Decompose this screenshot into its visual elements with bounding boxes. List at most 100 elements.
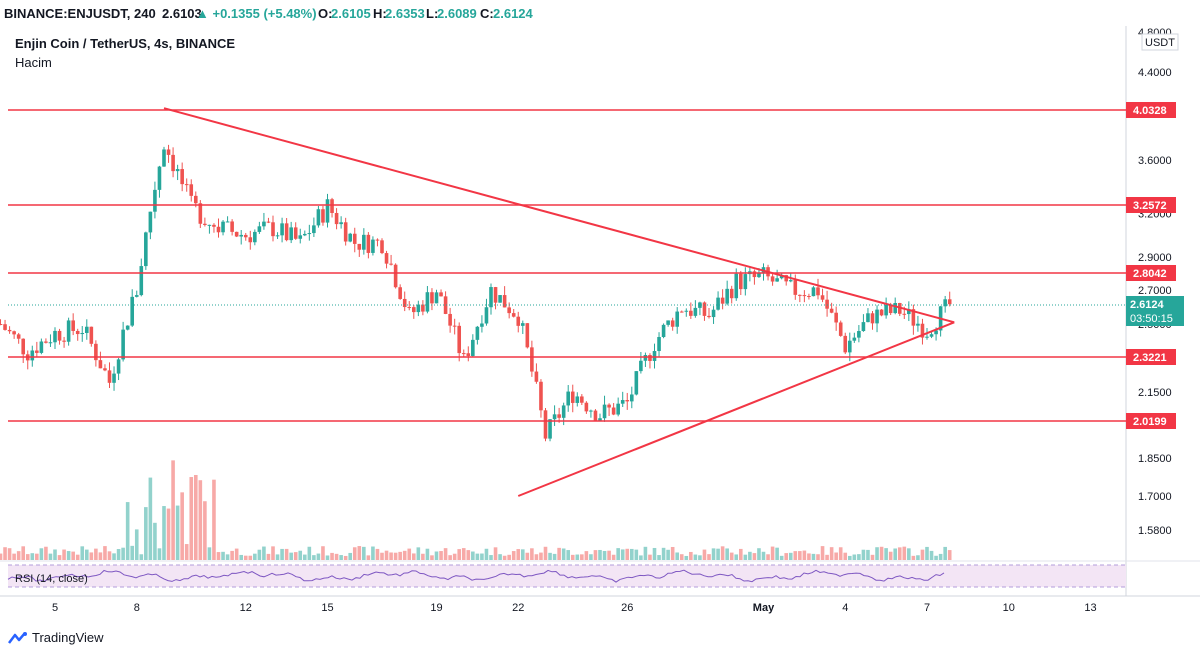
candle-body-148 (670, 320, 675, 327)
volume-bar-16 (71, 551, 75, 560)
volume-bar-10 (44, 546, 48, 560)
candle-body-69 (312, 225, 316, 234)
volume-bar-79 (357, 546, 362, 560)
volume-bar-4 (16, 551, 21, 560)
candle-body-46 (207, 224, 212, 226)
volume-bar-64 (289, 552, 293, 560)
volume-bar-120 (543, 546, 548, 560)
volume-bar-140 (634, 549, 639, 560)
volume-bar-189 (857, 554, 861, 560)
candle-body-132 (598, 418, 602, 421)
volume-bar-126 (570, 554, 575, 560)
volume-bar-179 (811, 553, 816, 560)
volume-bar-84 (380, 552, 384, 560)
volume-bar-203 (920, 549, 925, 560)
volume-bar-129 (584, 551, 589, 560)
candle-body-143 (648, 355, 652, 361)
volume-bar-91 (411, 553, 416, 560)
volume-bar-43 (193, 474, 198, 560)
time-axis-ticks: 5 8 12 15 19 22 26 May 4 7 10 13 (52, 602, 1097, 614)
candle-body-167 (757, 273, 761, 278)
volume-bar-152 (689, 551, 693, 560)
candle-body-116 (525, 323, 530, 348)
volume-bar-144 (652, 547, 657, 560)
candle-body-78 (352, 233, 357, 244)
candle-body-45 (203, 223, 207, 225)
candle-body-124 (561, 405, 566, 418)
currency-box[interactable] (1141, 33, 1179, 51)
volume-bar-127 (575, 554, 580, 560)
tradingview-brand[interactable]: TradingView (32, 630, 104, 645)
volume-bar-65 (293, 552, 298, 560)
candle-body-37 (166, 149, 171, 155)
candle-body-107 (484, 307, 489, 324)
candle-body-174 (788, 280, 793, 282)
candle-body-91 (411, 307, 416, 313)
candle-body-88 (398, 287, 402, 299)
candle-body-175 (793, 280, 798, 295)
price-tick-1: 4.4000 (1138, 67, 1172, 79)
candle-body-67 (302, 233, 307, 236)
candle-body-56 (253, 231, 257, 243)
candle-body-178 (807, 295, 811, 297)
level-label-2: 2.8042 (1133, 268, 1167, 280)
candle-body-98 (443, 296, 448, 314)
triangle-lower-line[interactable] (517, 321, 955, 497)
volume-bar-95 (430, 555, 434, 560)
volume-bar-180 (816, 554, 820, 560)
volume-bar-199 (902, 546, 907, 560)
candle-body-151 (684, 310, 689, 312)
volume-bar-158 (716, 548, 720, 560)
price-tick-8: 1.8500 (1138, 453, 1172, 465)
volume-bar-113 (511, 551, 516, 560)
time-tick-7: May (753, 602, 775, 614)
price-tick-10: 1.5800 (1138, 525, 1172, 537)
volume-bar-206 (934, 555, 938, 560)
volume-bar-131 (593, 550, 598, 560)
volume-bar-164 (743, 554, 748, 560)
candle-body-90 (407, 307, 412, 309)
candle-body-111 (502, 295, 507, 308)
high-value: 2.6353 (385, 6, 425, 21)
candle-body-16 (71, 320, 75, 331)
symbol-name[interactable]: BINANCE:ENJUSDT, 240 (4, 6, 156, 21)
close-value: 2.6124 (493, 6, 533, 21)
candle-body-89 (402, 298, 407, 308)
volume-bar-143 (648, 554, 652, 560)
volume-bar-116 (525, 552, 530, 560)
candle-body-150 (679, 311, 684, 313)
volume-bar-98 (443, 548, 448, 560)
volume-bar-209 (947, 550, 952, 560)
volume-bar-13 (57, 555, 62, 560)
volume-bar-88 (398, 551, 402, 560)
volume-bar-25 (112, 553, 116, 560)
candle-body-206 (934, 330, 938, 335)
volume-bar-166 (752, 553, 757, 560)
volume-bar-192 (870, 554, 875, 560)
candle-body-26 (116, 359, 121, 374)
volume-bar-17 (75, 554, 80, 560)
open-value: 2.6105 (331, 6, 371, 21)
candle-body-43 (193, 195, 198, 204)
volume-bar-37 (166, 508, 171, 560)
candle-body-112 (507, 307, 511, 314)
candle-body-72 (325, 199, 330, 223)
volume-bar-133 (602, 550, 607, 560)
candle-body-203 (920, 323, 925, 338)
tradingview-logo-icon[interactable] (8, 631, 28, 645)
candle-body-55 (248, 237, 253, 243)
volume-bar-204 (925, 546, 929, 560)
volume-bar-106 (480, 553, 484, 560)
candle-body-58 (262, 221, 266, 227)
volume-bar-67 (302, 554, 307, 560)
volume-bar-68 (307, 546, 312, 560)
time-tick-9: 7 (924, 602, 930, 614)
volume-bar-55 (248, 555, 253, 560)
candle-body-42 (189, 184, 194, 196)
candle-body-8 (35, 350, 39, 353)
volume-bar-197 (893, 548, 898, 560)
volume-bar-7 (30, 553, 35, 560)
candle-body-85 (384, 253, 389, 264)
triangle-upper-line[interactable] (163, 107, 955, 324)
